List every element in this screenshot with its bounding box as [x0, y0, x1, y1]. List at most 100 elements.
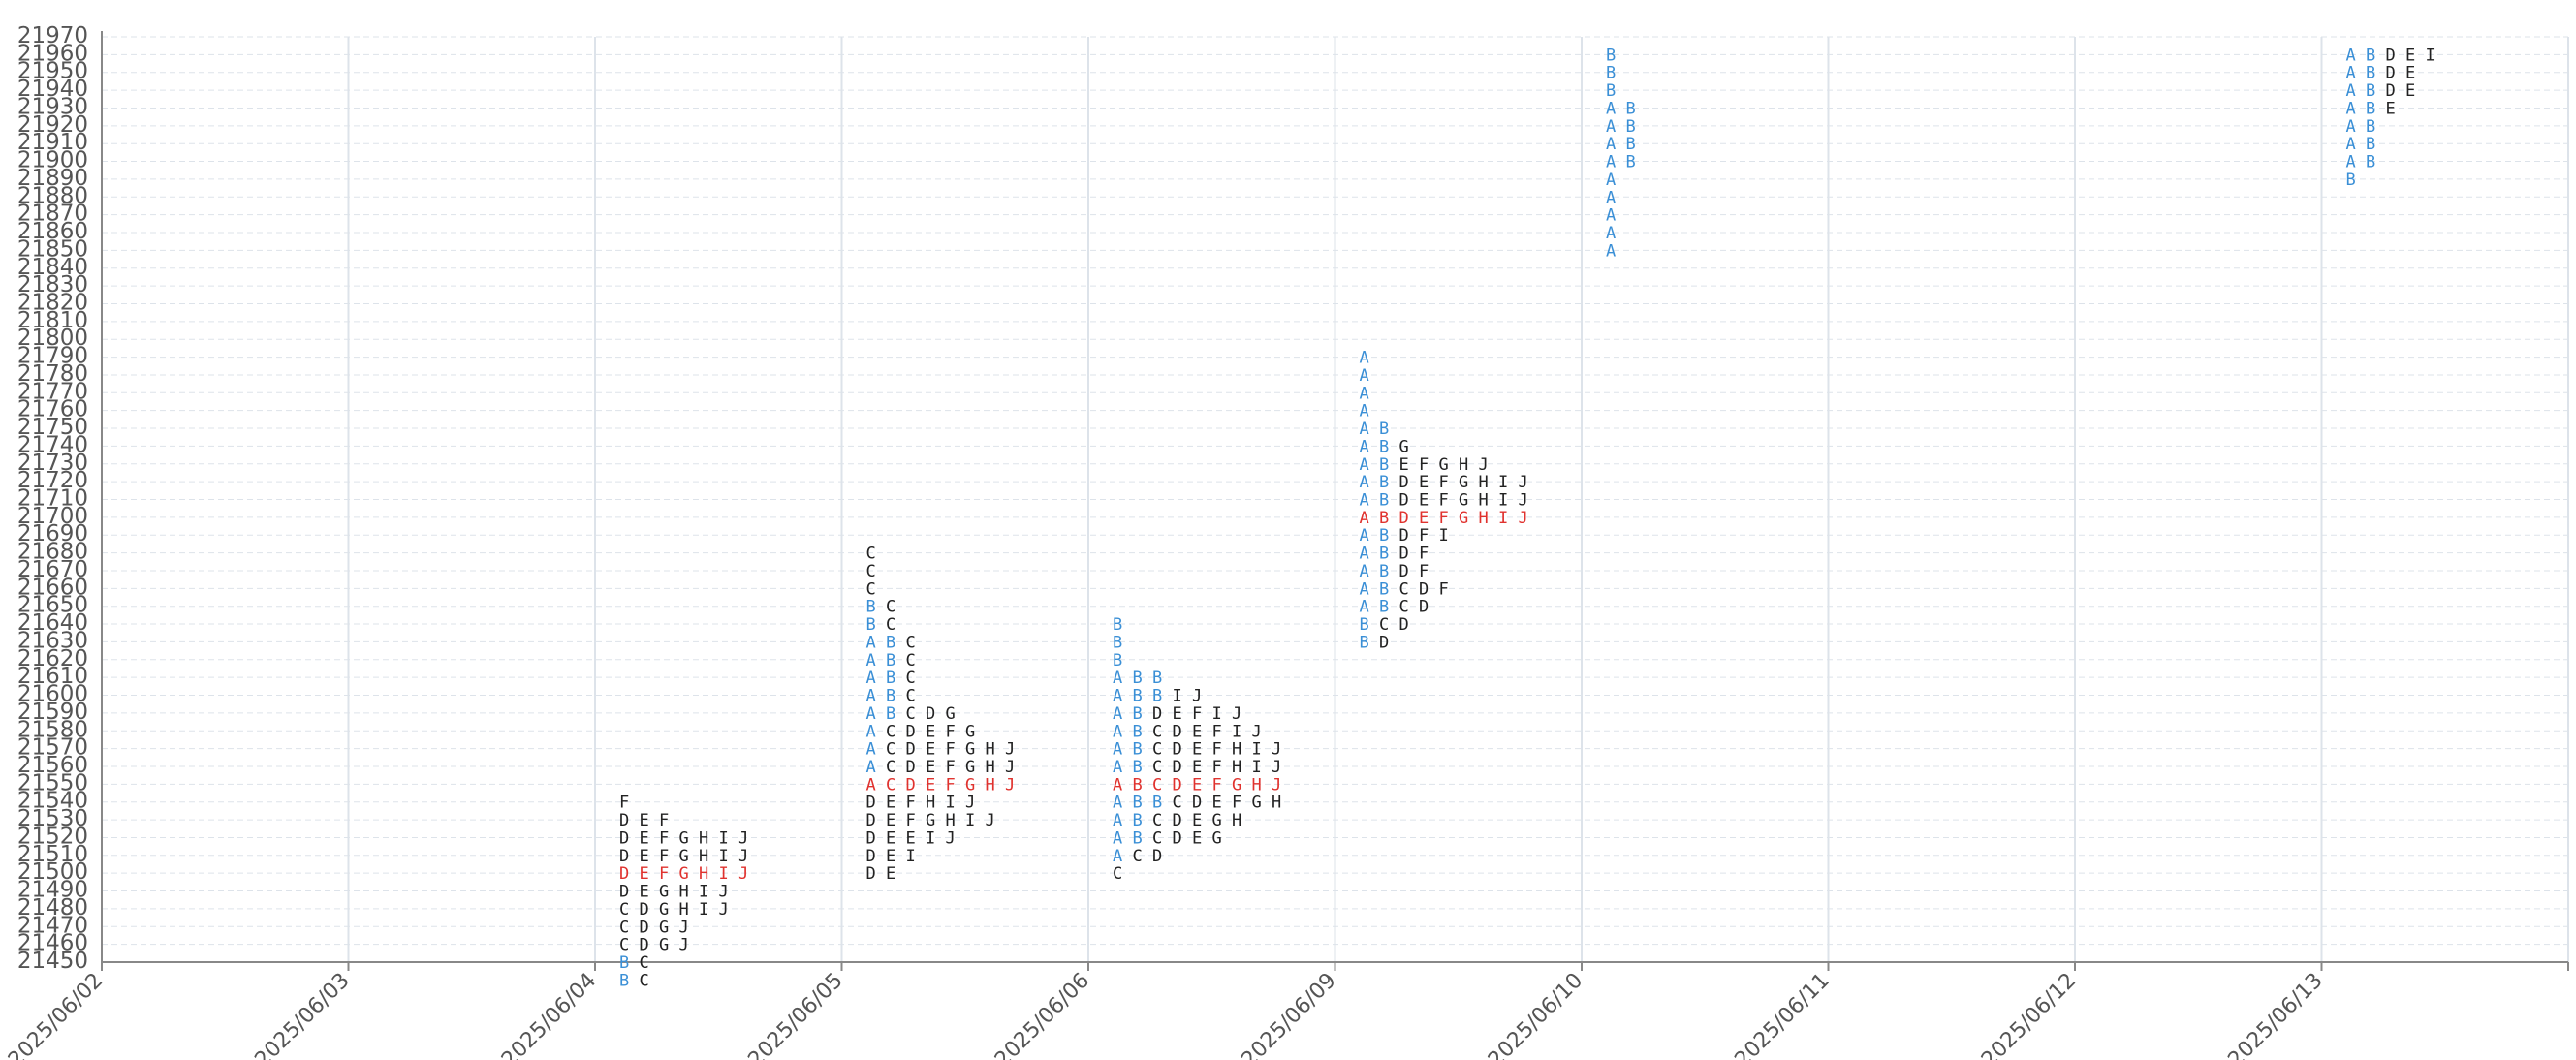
tpo-letter: B: [1379, 526, 1389, 546]
tpo-letter: C: [1152, 722, 1162, 741]
tpo-letter: A: [1113, 811, 1122, 830]
tpo-letter: E: [886, 847, 895, 866]
tpo-letter: G: [659, 918, 669, 937]
tpo-letter: H: [699, 847, 708, 866]
y-tick-label: 21870: [17, 202, 88, 227]
tpo-letter: B: [1133, 811, 1143, 830]
tpo-letter: I: [965, 811, 975, 830]
tpo-letter: C: [886, 722, 895, 741]
tpo-letter: B: [1133, 775, 1143, 795]
y-tick-label: 21910: [17, 130, 88, 155]
x-tick-label: 2025/06/11: [1730, 969, 1834, 1060]
tpo-letter: E: [640, 883, 649, 902]
tpo-letter: F: [619, 794, 629, 813]
tpo-letter: A: [1113, 847, 1122, 866]
tpo-letter: F: [1439, 509, 1449, 528]
y-tick-label: 21660: [17, 575, 88, 600]
tpo-letter: D: [1173, 722, 1182, 741]
tpo-letter: D: [619, 828, 629, 848]
y-tick-label: 21520: [17, 824, 88, 849]
tpo-letter: J: [738, 864, 748, 884]
tpo-letter: B: [1379, 545, 1389, 564]
tpo-profiles: FD E FD E F G H I JD E F G H I JD E F G H I JD E G H I JC D G H I JC D G…: [619, 46, 2435, 990]
y-tick-label: 21540: [17, 789, 88, 814]
x-axis-tick-labels: 2025/06/02 2025/06/03 2025/06/04 2025/06/05…: [4, 969, 2328, 1060]
tpo-letter: A: [1360, 402, 1369, 421]
tpo-letter: E: [886, 794, 895, 813]
tpo-letter: F: [1419, 455, 1429, 475]
tpo-letter: H: [986, 758, 995, 777]
tpo-letter: E: [640, 847, 649, 866]
tpo-letter: F: [1212, 758, 1222, 777]
tpo-letter: B: [1379, 579, 1389, 599]
tpo-letter: C: [886, 598, 895, 617]
tpo-letter: E: [1192, 758, 1202, 777]
tpo-letter: J: [679, 936, 689, 955]
y-tick-label: 21490: [17, 878, 88, 903]
tpo-letter: C: [619, 936, 629, 955]
tpo-letter: A: [866, 633, 876, 652]
y-tick-label: 21650: [17, 593, 88, 618]
tpo-letter: C: [1152, 758, 1162, 777]
tpo-letter: C: [1152, 811, 1162, 830]
tpo-letter: H: [1479, 491, 1489, 511]
tpo-letter: E: [2405, 64, 2415, 83]
tpo-letter: D: [2386, 81, 2396, 101]
tpo-letter: D: [1419, 579, 1429, 599]
tpo-letter: C: [1173, 794, 1182, 813]
tpo-letter: E: [1192, 740, 1202, 760]
tpo-letter: G: [1252, 794, 1262, 813]
tpo-letter: J: [738, 847, 748, 866]
y-tick-label: 21460: [17, 931, 88, 956]
tpo-letter: D: [1152, 704, 1162, 724]
y-tick-label: 21830: [17, 272, 88, 297]
tpo-letter: B: [1626, 99, 1636, 118]
tpo-letter: A: [1606, 206, 1616, 226]
tpo-letter: B: [1379, 509, 1389, 528]
tpo-letter: D: [619, 811, 629, 830]
tpo-letter: E: [926, 775, 935, 795]
tpo-letter: J: [1252, 722, 1262, 741]
tpo-letter: F: [946, 758, 956, 777]
tpo-letter: H: [1252, 775, 1262, 795]
tpo-letter: B: [2366, 99, 2375, 118]
tpo-letter: B: [2366, 135, 2375, 154]
tpo-letter: G: [679, 828, 689, 848]
tpo-letter: B: [1379, 455, 1389, 475]
tpo-letter: B: [1379, 598, 1389, 617]
tpo-letter: E: [886, 828, 895, 848]
tpo-letter: D: [926, 704, 935, 724]
tpo-letter: E: [640, 811, 649, 830]
tpo-letter: A: [866, 651, 876, 670]
tpo-letter: A: [1606, 117, 1616, 137]
tpo-letter: A: [1113, 669, 1122, 688]
tpo-letter: C: [640, 971, 649, 990]
y-tick-label: 21750: [17, 415, 88, 440]
tpo-letter: A: [866, 669, 876, 688]
tpo-letter: E: [906, 828, 916, 848]
tpo-letter: A: [866, 740, 876, 760]
tpo-letter: D: [1192, 794, 1202, 813]
tpo-letter: F: [1212, 740, 1222, 760]
tpo-letter: A: [1360, 473, 1369, 492]
tpo-letter: E: [886, 811, 895, 830]
tpo-letter: B: [886, 704, 895, 724]
tpo-letter: B: [1360, 615, 1369, 635]
tpo-letter: I: [1498, 491, 1508, 511]
profile-2025-06-13: A B D E IA B D EA B D EA B EA BA BA BB: [2346, 46, 2435, 190]
tpo-letter: D: [906, 740, 916, 760]
tpo-letter: D: [1379, 633, 1389, 652]
tpo-letter: B: [866, 598, 876, 617]
tpo-letter: C: [906, 669, 916, 688]
tpo-letter: I: [1173, 687, 1182, 706]
tpo-letter: G: [1212, 828, 1222, 848]
tpo-letter: B: [1606, 46, 1616, 65]
tpo-letter: F: [906, 794, 916, 813]
tpo-letter: B: [2366, 64, 2375, 83]
y-tick-label: 21580: [17, 717, 88, 742]
y-tick-label: 21730: [17, 451, 88, 476]
tpo-letter: F: [946, 775, 956, 795]
tpo-letter: B: [1113, 651, 1122, 670]
tpo-letter: G: [1399, 437, 1409, 456]
y-tick-label: 21950: [17, 59, 88, 84]
